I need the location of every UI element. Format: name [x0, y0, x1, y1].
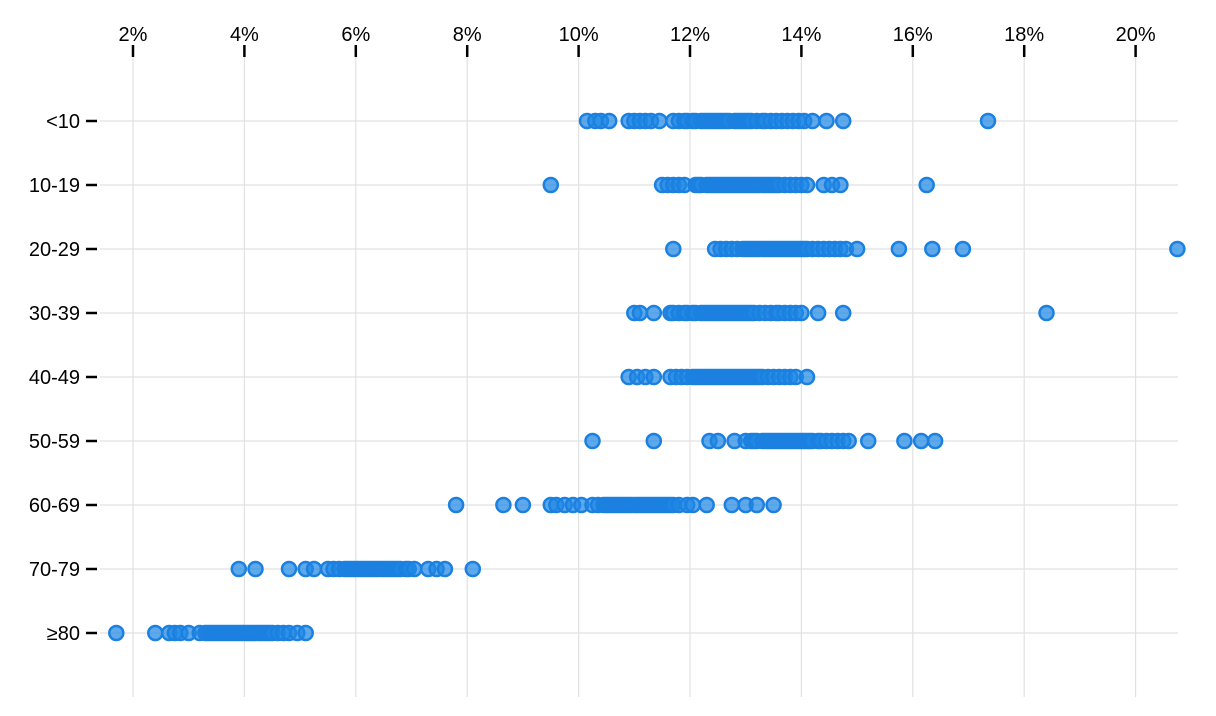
data-point	[230, 560, 248, 578]
data-point	[798, 368, 816, 386]
data-point	[542, 176, 560, 194]
data-point	[305, 560, 323, 578]
data-point	[832, 176, 849, 194]
data-point	[108, 624, 125, 642]
data-point	[247, 560, 264, 578]
data-point	[804, 112, 821, 130]
x-tick-label: 20%	[1116, 24, 1156, 46]
data-point	[818, 112, 835, 130]
data-point	[840, 432, 857, 450]
data-point	[859, 432, 877, 450]
data-point	[765, 496, 782, 514]
x-tick-label: 2%	[119, 24, 148, 46]
data-point	[926, 432, 944, 450]
data-point	[834, 304, 852, 322]
data-point	[709, 432, 727, 450]
x-tick-label: 14%	[781, 24, 821, 46]
y-tick-label: 40-49	[29, 367, 80, 389]
data-point	[684, 496, 702, 514]
y-tick-label: <10	[46, 111, 80, 133]
data-point	[651, 112, 668, 130]
data-point	[1169, 240, 1186, 258]
data-point	[147, 624, 164, 642]
x-tick-label: 10%	[559, 24, 599, 46]
y-tick-label: 30-39	[29, 303, 80, 325]
data-point	[464, 560, 482, 578]
data-point	[698, 496, 715, 514]
data-point	[280, 560, 298, 578]
x-tick-label: 18%	[1004, 24, 1044, 46]
data-point	[514, 496, 532, 514]
y-tick-label: 10-19	[29, 175, 80, 197]
x-tick-label: 8%	[453, 24, 482, 46]
data-point	[912, 432, 930, 450]
y-tick-label: 20-29	[29, 239, 80, 261]
data-point	[631, 304, 649, 322]
data-point	[890, 240, 908, 258]
data-point	[645, 368, 663, 386]
data-point	[297, 624, 314, 642]
data-point	[848, 240, 866, 258]
data-point	[447, 496, 465, 514]
data-point	[406, 560, 423, 578]
x-tick-label: 6%	[341, 24, 370, 46]
data-point	[645, 304, 663, 322]
data-point	[645, 432, 663, 450]
data-point	[834, 112, 852, 130]
y-tick-label: ≥80	[47, 623, 80, 645]
y-tick-label: 70-79	[29, 559, 80, 581]
data-point	[495, 496, 512, 514]
data-point	[584, 432, 601, 450]
x-tick-label: 12%	[670, 24, 710, 46]
data-point	[436, 560, 454, 578]
data-point	[748, 496, 766, 514]
x-tick-label: 16%	[893, 24, 933, 46]
data-point	[600, 112, 618, 130]
x-tick-label: 4%	[230, 24, 259, 46]
data-point	[954, 240, 972, 258]
data-point	[979, 112, 997, 130]
data-point	[1038, 304, 1055, 322]
data-point	[798, 176, 816, 194]
data-point	[809, 304, 827, 322]
data-point	[918, 176, 935, 194]
data-point	[665, 240, 682, 258]
data-point	[723, 496, 741, 514]
y-tick-label: 50-59	[29, 431, 80, 453]
data-point	[896, 432, 913, 450]
y-tick-label: 60-69	[29, 495, 80, 517]
data-point	[924, 240, 941, 258]
data-point	[793, 304, 810, 322]
